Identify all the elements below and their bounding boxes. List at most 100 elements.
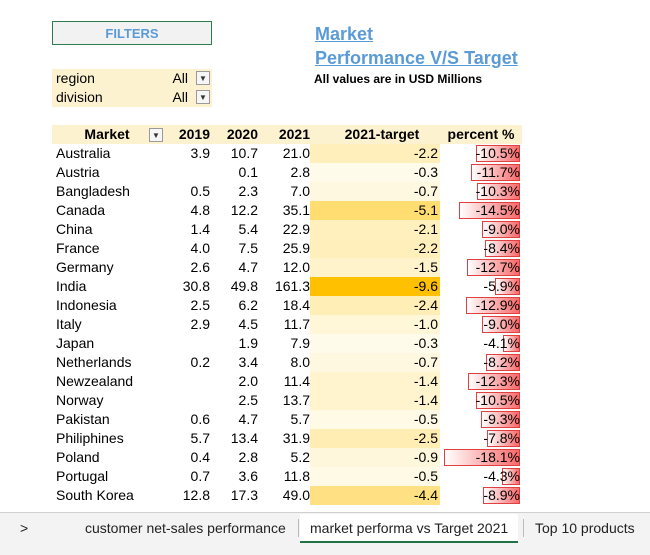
- percent-data-bar: [459, 202, 520, 219]
- cell-percent-value: -8.4%: [483, 240, 520, 256]
- cell-market: China: [56, 221, 93, 237]
- percent-data-bar: [477, 183, 520, 200]
- cell-2020: 49.8: [230, 278, 258, 294]
- cell-2021: 11.7: [283, 316, 310, 332]
- cell-2021: 49.0: [282, 487, 310, 503]
- cell-percent: -8.4%: [440, 239, 522, 258]
- cell-2020: 4.7: [238, 411, 258, 427]
- status-bar: [0, 543, 650, 555]
- cell-percent: -7.8%: [440, 429, 522, 448]
- cell-market: Pakistan: [56, 411, 110, 427]
- cell-percent-value: -9.0%: [483, 316, 520, 332]
- report-subtitle: All values are in USD Millions: [314, 72, 483, 86]
- cell-market: Japan: [56, 335, 95, 351]
- cell-2020: 3.6: [238, 468, 258, 484]
- cell-target: -0.5: [310, 410, 440, 429]
- table-row: Japan 1.9 7.9 -0.3 -4.1%: [52, 334, 522, 353]
- cell-percent-value: -10.3%: [475, 183, 520, 199]
- cell-2021: 8.0: [290, 354, 310, 370]
- cell-percent-value: -18.1%: [475, 449, 520, 465]
- cell-market: Newzealand: [56, 373, 134, 389]
- percent-data-bar: [482, 221, 520, 238]
- cell-percent-value: -12.9%: [475, 297, 520, 313]
- cell-2021: 2.8: [290, 164, 310, 180]
- cell-percent-value: -8.9%: [483, 487, 520, 503]
- cell-target: -9.6: [310, 277, 440, 296]
- cell-2019: 2.5: [190, 297, 210, 313]
- percent-data-bar: [481, 411, 520, 428]
- cell-2021: 5.2: [290, 449, 310, 465]
- cell-market: Netherlands: [56, 354, 132, 370]
- table-row: Philiphines 5.7 13.4 31.9 -2.5 -7.8%: [52, 429, 522, 448]
- cell-target: -0.5: [310, 467, 440, 486]
- cell-2019: 2.9: [190, 316, 210, 332]
- cell-percent: -10.5%: [440, 391, 522, 410]
- cell-2019: 4.0: [190, 240, 210, 256]
- cell-2019: 0.6: [190, 411, 210, 427]
- tab-customer-net-sales[interactable]: customer net-sales performance: [85, 520, 286, 536]
- cell-market: Bangladesh: [56, 183, 130, 199]
- cell-2021: 5.7: [290, 411, 310, 427]
- cell-2020: 17.3: [230, 487, 258, 503]
- cell-percent-value: -14.5%: [475, 202, 520, 218]
- cell-percent: -12.9%: [440, 296, 522, 315]
- filters-button[interactable]: FILTERS: [52, 21, 212, 45]
- tab-market-performance[interactable]: market performa vs Target 2021: [300, 514, 519, 544]
- dropdown-arrow-icon[interactable]: ▼: [196, 71, 210, 85]
- percent-data-bar: [471, 164, 520, 181]
- header-2019: 2019: [178, 126, 210, 142]
- cell-market: Italy: [56, 316, 82, 332]
- cell-2019: 1.4: [190, 221, 210, 237]
- filter-dropdown-icon[interactable]: ▼: [149, 128, 163, 142]
- header-percent: percent %: [447, 126, 515, 142]
- percent-data-bar: [486, 354, 520, 371]
- cell-market: Poland: [56, 449, 100, 465]
- cell-percent: -4.3%: [440, 467, 522, 486]
- table-row: China 1.4 5.4 22.9 -2.1 -9.0%: [52, 220, 522, 239]
- cell-percent: -9.3%: [440, 410, 522, 429]
- cell-target: -0.3: [310, 163, 440, 182]
- cell-2020: 2.5: [238, 392, 258, 408]
- percent-data-bar: [482, 316, 520, 333]
- cell-2019: 0.7: [190, 468, 210, 484]
- sheet-nav-icon[interactable]: >: [20, 520, 29, 536]
- cell-percent: -9.0%: [440, 220, 522, 239]
- cell-percent-value: -9.0%: [483, 221, 520, 237]
- cell-2021: 161.3: [274, 278, 310, 294]
- cell-2019: 0.4: [190, 449, 210, 465]
- dropdown-arrow-icon[interactable]: ▼: [196, 90, 210, 104]
- cell-2020: 13.4: [230, 430, 258, 446]
- table-row: Newzealand 2.0 11.4 -1.4 -12.3%: [52, 372, 522, 391]
- cell-percent: -11.7%: [440, 163, 522, 182]
- cell-percent-value: -12.7%: [475, 259, 520, 275]
- cell-2019: 4.8: [190, 202, 210, 218]
- cell-target: -2.4: [310, 296, 440, 315]
- report-title-line1: Market: [315, 24, 374, 44]
- cell-target: -2.2: [310, 144, 440, 163]
- percent-data-bar: [466, 297, 520, 314]
- cell-market: Indonesia: [56, 297, 117, 313]
- cell-2021: 7.0: [290, 183, 310, 199]
- table-header-row: Market ▼ 2019 2020 2021 2021-target perc…: [52, 125, 522, 144]
- header-2021-target: 2021-target: [344, 126, 420, 142]
- percent-data-bar: [476, 145, 520, 162]
- cell-target: -1.0: [310, 315, 440, 334]
- cell-2020: 5.4: [238, 221, 258, 237]
- cell-market: Australia: [56, 145, 111, 161]
- region-filter-value: All: [172, 70, 188, 86]
- cell-2019: 30.8: [182, 278, 210, 294]
- cell-2021: 35.1: [282, 202, 310, 218]
- cell-percent: -5.9%: [440, 277, 522, 296]
- tab-top-10-products[interactable]: Top 10 products: [535, 520, 635, 536]
- cell-2019: [162, 334, 210, 353]
- table-row: Netherlands 0.2 3.4 8.0 -0.7 -8.2%: [52, 353, 522, 372]
- cell-2021: 22.9: [282, 221, 310, 237]
- cell-market: India: [56, 278, 87, 294]
- cell-market: Austria: [56, 164, 100, 180]
- cell-2021: 31.9: [282, 430, 310, 446]
- cell-percent: -12.7%: [440, 258, 522, 277]
- cell-2020: 2.0: [238, 373, 258, 389]
- cell-2019: [162, 391, 210, 410]
- cell-target: -1.4: [310, 372, 440, 391]
- cell-percent-value: -7.8%: [483, 430, 520, 446]
